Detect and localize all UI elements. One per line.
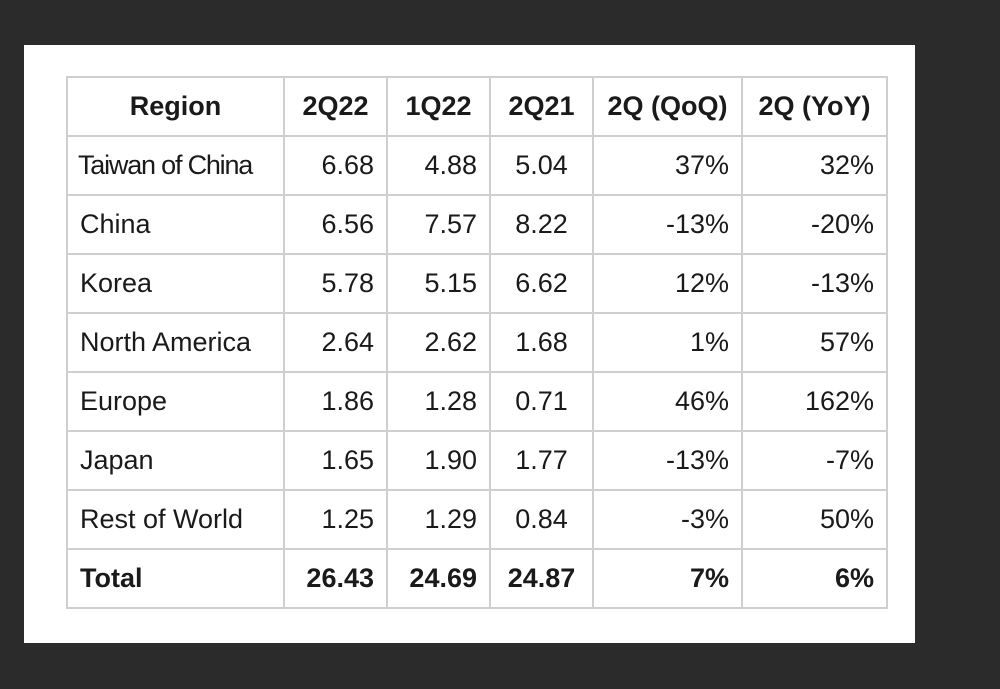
cell-total-2q22: 26.43: [283, 548, 388, 609]
cell-2q22: 5.78: [283, 253, 388, 314]
table-panel: Region 2Q22 1Q22 2Q21 2Q (QoQ) 2Q (YoY) …: [24, 45, 915, 643]
cell-1q22: 1.29: [386, 489, 491, 550]
region-revenue-table: Region 2Q22 1Q22 2Q21 2Q (QoQ) 2Q (YoY) …: [66, 76, 888, 609]
cell-2q22: 6.56: [283, 194, 388, 255]
cell-2q22: 1.65: [283, 430, 388, 491]
header-row: Region 2Q22 1Q22 2Q21 2Q (QoQ) 2Q (YoY): [66, 76, 888, 137]
table-row: Taiwan of China 6.68 4.88 5.04 37% 32%: [66, 135, 888, 196]
cell-2q21: 8.22: [489, 194, 594, 255]
cell-1q22: 4.88: [386, 135, 491, 196]
header-region: Region: [66, 76, 285, 137]
cell-2q21: 1.68: [489, 312, 594, 373]
cell-yoy: 32%: [741, 135, 888, 196]
cell-total-1q22: 24.69: [386, 548, 491, 609]
header-2q22: 2Q22: [283, 76, 388, 137]
table-row: Europe 1.86 1.28 0.71 46% 162%: [66, 371, 888, 432]
header-1q22: 1Q22: [386, 76, 491, 137]
cell-region: Europe: [66, 371, 285, 432]
cell-yoy: 162%: [741, 371, 888, 432]
cell-1q22: 7.57: [386, 194, 491, 255]
cell-total-2q21: 24.87: [489, 548, 594, 609]
cell-qoq: 1%: [592, 312, 743, 373]
cell-2q21: 6.62: [489, 253, 594, 314]
cell-qoq: -13%: [592, 430, 743, 491]
cell-1q22: 2.62: [386, 312, 491, 373]
table-row: North America 2.64 2.62 1.68 1% 57%: [66, 312, 888, 373]
cell-qoq: 37%: [592, 135, 743, 196]
cell-total-label: Total: [66, 548, 285, 609]
cell-qoq: -3%: [592, 489, 743, 550]
cell-yoy: -13%: [741, 253, 888, 314]
cell-yoy: -7%: [741, 430, 888, 491]
cell-1q22: 1.90: [386, 430, 491, 491]
header-qoq: 2Q (QoQ): [592, 76, 743, 137]
cell-region: Korea: [66, 253, 285, 314]
table-row: Korea 5.78 5.15 6.62 12% -13%: [66, 253, 888, 314]
cell-2q21: 5.04: [489, 135, 594, 196]
cell-2q21: 1.77: [489, 430, 594, 491]
cell-1q22: 5.15: [386, 253, 491, 314]
cell-region: Japan: [66, 430, 285, 491]
cell-2q22: 1.25: [283, 489, 388, 550]
cell-2q22: 1.86: [283, 371, 388, 432]
cell-2q21: 0.84: [489, 489, 594, 550]
cell-2q22: 2.64: [283, 312, 388, 373]
table-row: Rest of World 1.25 1.29 0.84 -3% 50%: [66, 489, 888, 550]
cell-qoq: 46%: [592, 371, 743, 432]
cell-region: China: [66, 194, 285, 255]
table-row: Japan 1.65 1.90 1.77 -13% -7%: [66, 430, 888, 491]
cell-yoy: 50%: [741, 489, 888, 550]
cell-region: Rest of World: [66, 489, 285, 550]
table-row: China 6.56 7.57 8.22 -13% -20%: [66, 194, 888, 255]
cell-total-qoq: 7%: [592, 548, 743, 609]
cell-region: Taiwan of China: [66, 135, 285, 196]
header-2q21: 2Q21: [489, 76, 594, 137]
cell-yoy: 57%: [741, 312, 888, 373]
cell-2q21: 0.71: [489, 371, 594, 432]
cell-qoq: -13%: [592, 194, 743, 255]
cell-yoy: -20%: [741, 194, 888, 255]
total-row: Total 26.43 24.69 24.87 7% 6%: [66, 548, 888, 609]
cell-total-yoy: 6%: [741, 548, 888, 609]
header-yoy: 2Q (YoY): [741, 76, 888, 137]
cell-region: North America: [66, 312, 285, 373]
cell-2q22: 6.68: [283, 135, 388, 196]
cell-1q22: 1.28: [386, 371, 491, 432]
cell-qoq: 12%: [592, 253, 743, 314]
